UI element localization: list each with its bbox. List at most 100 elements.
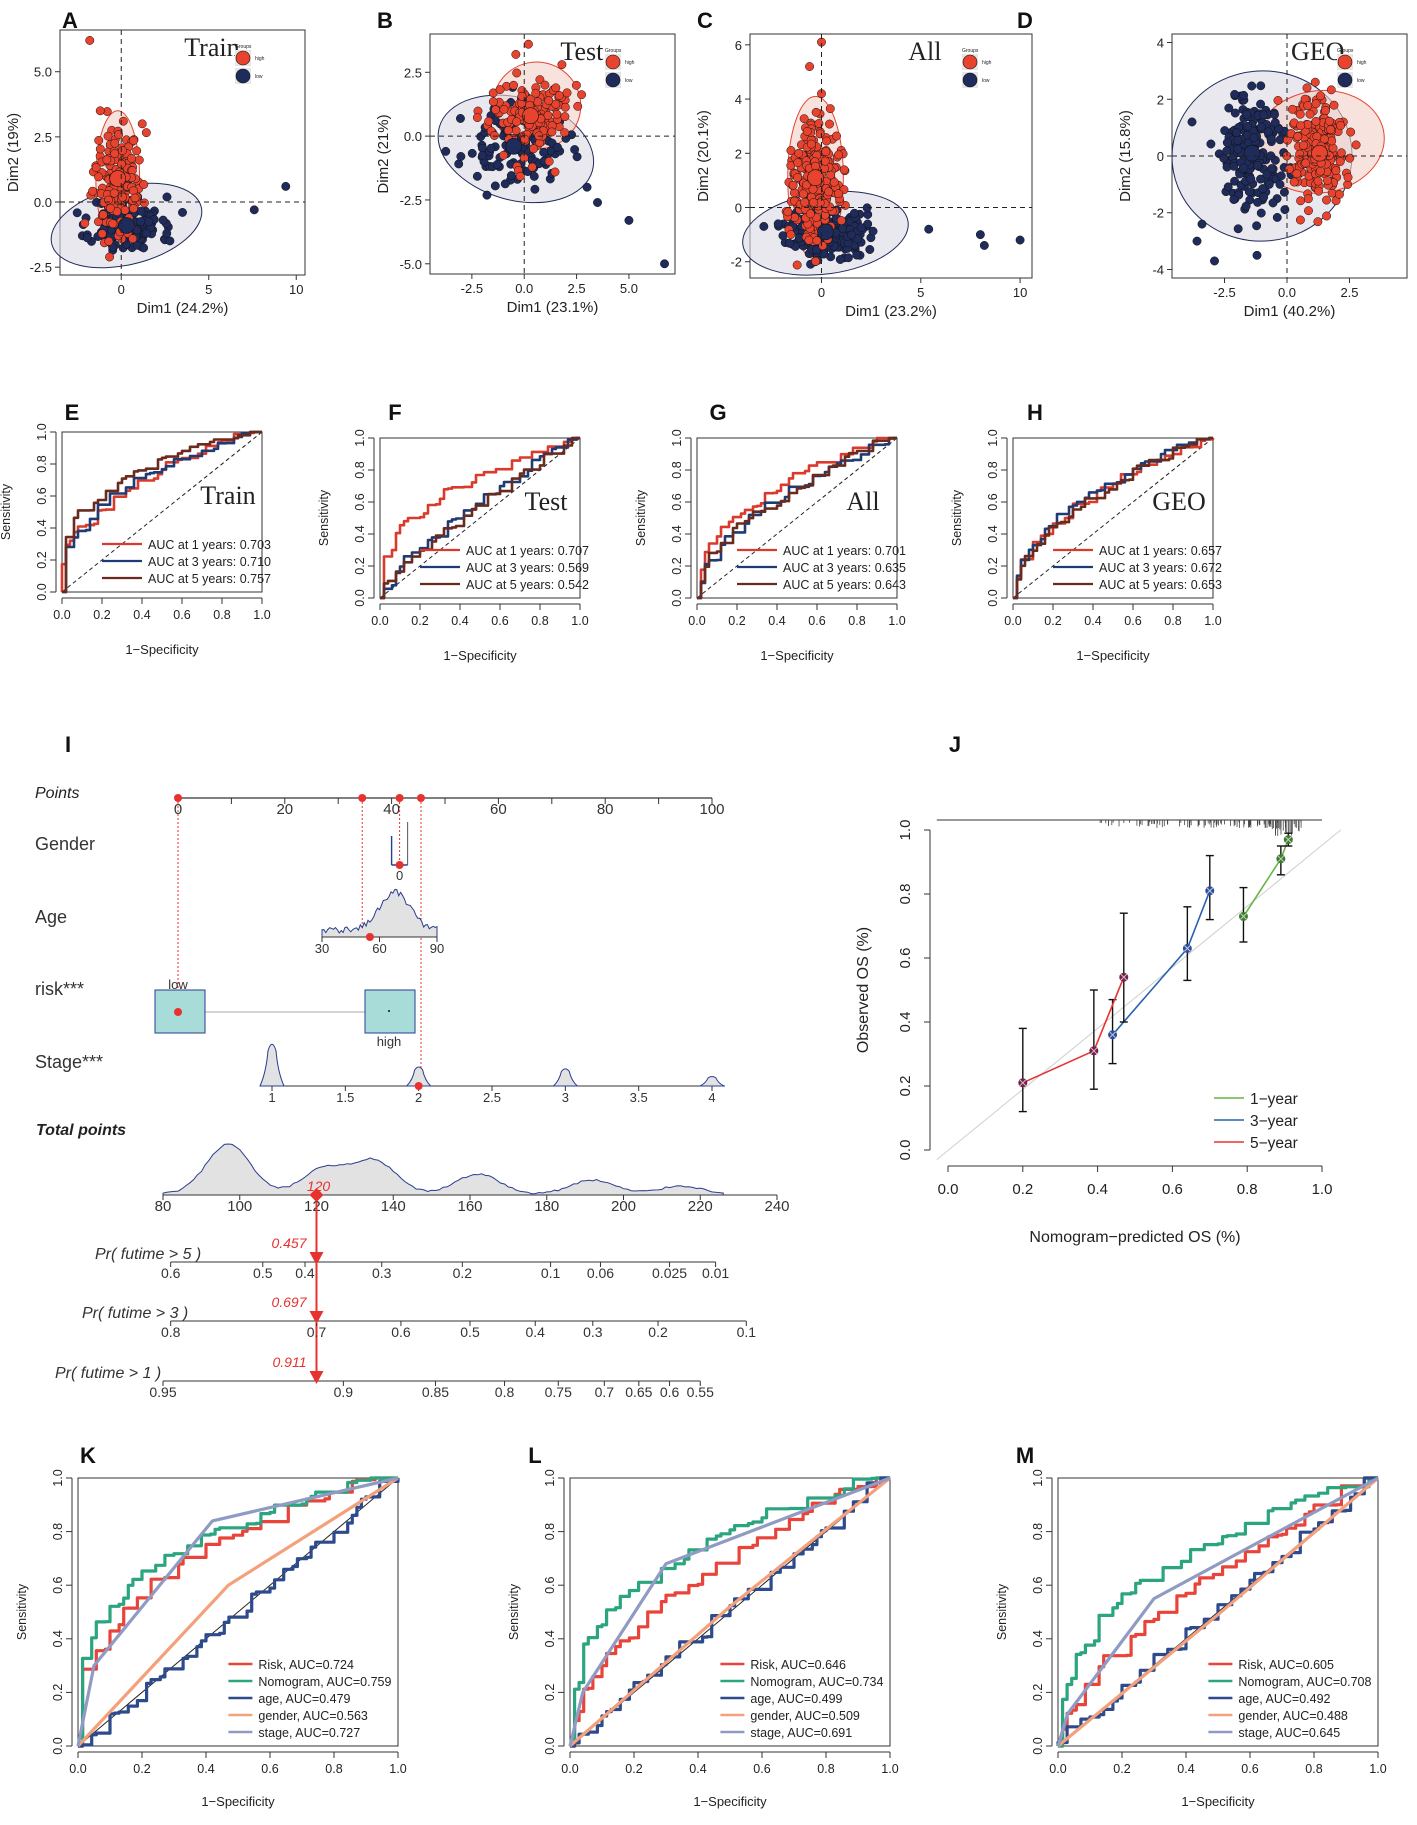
data-point-high	[786, 146, 796, 155]
risk-marker	[174, 1008, 182, 1016]
prob-value: 0.911	[273, 1354, 307, 1370]
prob-tick-label: 0.7	[595, 1384, 615, 1400]
x-tick-label: 10	[1013, 285, 1027, 300]
calibration-cross	[1206, 887, 1214, 895]
data-point-high	[1329, 100, 1339, 110]
data-point-low	[838, 223, 848, 233]
data-point-low	[490, 181, 500, 191]
data-point-high	[527, 162, 537, 172]
x-tick-label: 0.8	[325, 1762, 342, 1776]
legend-title: Groups	[962, 48, 979, 54]
data-point-low	[784, 238, 794, 248]
data-point-high	[517, 91, 527, 101]
x-axis-label: 1−Specificity	[1076, 648, 1150, 663]
risk-level-high: high	[377, 1034, 402, 1049]
data-point-high	[562, 88, 572, 98]
row-label-stage: Stage***	[35, 1052, 103, 1072]
legend-title: Groups	[1337, 48, 1354, 54]
data-point-low	[1224, 103, 1234, 113]
data-point-high	[573, 101, 583, 111]
y-axis-label: Dim2 (21%)	[375, 114, 392, 193]
y-tick-label: 0.4	[897, 1012, 914, 1033]
prob-tick-label: 0.4	[295, 1265, 315, 1281]
data-point-high	[815, 129, 825, 139]
stage-tick-label: 4	[708, 1090, 715, 1105]
row-label-risk: risk***	[35, 979, 84, 999]
x-tick-label: 0.6	[1241, 1762, 1258, 1776]
y-tick-label: 0.8	[986, 461, 1000, 478]
data-point-high	[110, 149, 120, 159]
data-point-high	[520, 134, 530, 144]
legend-label: high	[255, 56, 265, 62]
x-axis-label: 1−Specificity	[1181, 1794, 1255, 1809]
data-point-low	[539, 147, 549, 157]
y-axis-label: Sensitivity	[15, 1583, 29, 1640]
prob-tick-label: 0.5	[253, 1265, 273, 1281]
total-points-tick-label: 140	[381, 1198, 406, 1215]
data-point-low	[1242, 110, 1252, 119]
x-axis-label: Dim1 (23.1%)	[507, 299, 599, 316]
stage-density-peak	[405, 1066, 432, 1087]
data-point-low	[158, 215, 168, 225]
data-point-high	[783, 207, 793, 217]
prob-tick-label: 0.3	[372, 1265, 392, 1281]
data-point-high	[1326, 85, 1336, 95]
y-tick-label: 5.0	[34, 65, 52, 80]
data-point-high	[130, 193, 140, 203]
data-point-high	[1343, 172, 1353, 182]
calibration-cross	[1240, 913, 1247, 920]
diagonal-reference-line	[1012, 437, 1214, 599]
data-point-high	[834, 189, 843, 199]
x-tick-label: 0	[118, 282, 125, 297]
x-tick-label: 2.5	[568, 281, 586, 296]
prob-tick-label: 0.2	[648, 1324, 668, 1340]
calibration-cross	[1090, 1047, 1098, 1055]
points-tick-label: 60	[490, 801, 507, 818]
y-tick-label: 1.0	[670, 429, 684, 446]
plot-frame	[1057, 1477, 1379, 1747]
stage-tick-label: 2	[415, 1090, 422, 1105]
legend-key-low	[605, 72, 621, 88]
data-point-low	[868, 226, 878, 236]
chart-title: Test	[525, 487, 569, 516]
legend-key-high	[1337, 54, 1353, 70]
y-tick-label: 1.0	[543, 1469, 557, 1486]
centroid-high	[807, 169, 824, 186]
prob-marker	[309, 1252, 324, 1265]
y-tick-label: 0.2	[543, 1684, 557, 1701]
stage-tick-label: 2.5	[483, 1090, 501, 1105]
points-tick-label: 80	[597, 801, 614, 818]
data-point-high	[1295, 109, 1305, 119]
data-point-low	[835, 255, 845, 264]
centroid-low	[817, 223, 834, 241]
x-tick-label: 0.6	[1162, 1181, 1183, 1198]
x-tick-label: 0.2	[411, 614, 428, 628]
data-point-low	[1263, 127, 1273, 137]
y-tick-label: 0.6	[353, 493, 367, 510]
data-point-low	[1230, 176, 1239, 186]
data-point-high	[811, 161, 820, 171]
data-point-low	[178, 207, 187, 217]
data-point-high	[829, 177, 839, 187]
y-tick-label: 0.2	[1031, 1684, 1045, 1701]
prob-tick-label: 0.06	[587, 1265, 614, 1281]
plot-frame	[59, 29, 306, 276]
y-tick-label: 0.8	[543, 1523, 557, 1540]
x-tick-label: 0.8	[1305, 1762, 1322, 1776]
legend-label: Nomogram, AUC=0.734	[750, 1675, 883, 1689]
y-tick-label: 0.6	[986, 493, 1000, 510]
data-point-high	[804, 235, 814, 245]
y-tick-label: 0.6	[1031, 1576, 1045, 1593]
diagonal-reference-line	[379, 437, 581, 599]
panel-letter-c: C	[697, 8, 713, 33]
plot-frame	[429, 33, 676, 275]
prob-tick-label: 0.7	[307, 1324, 327, 1340]
data-point-high	[1316, 166, 1325, 176]
data-point-high	[551, 83, 561, 93]
age-marker	[365, 933, 374, 941]
age-tick-label: 90	[430, 941, 444, 956]
data-point-high	[1336, 121, 1346, 130]
legend-label: age, AUC=0.479	[258, 1692, 350, 1706]
prob-tick-label: 0.01	[702, 1265, 729, 1281]
y-axis-label: Sensitivity	[317, 489, 331, 546]
